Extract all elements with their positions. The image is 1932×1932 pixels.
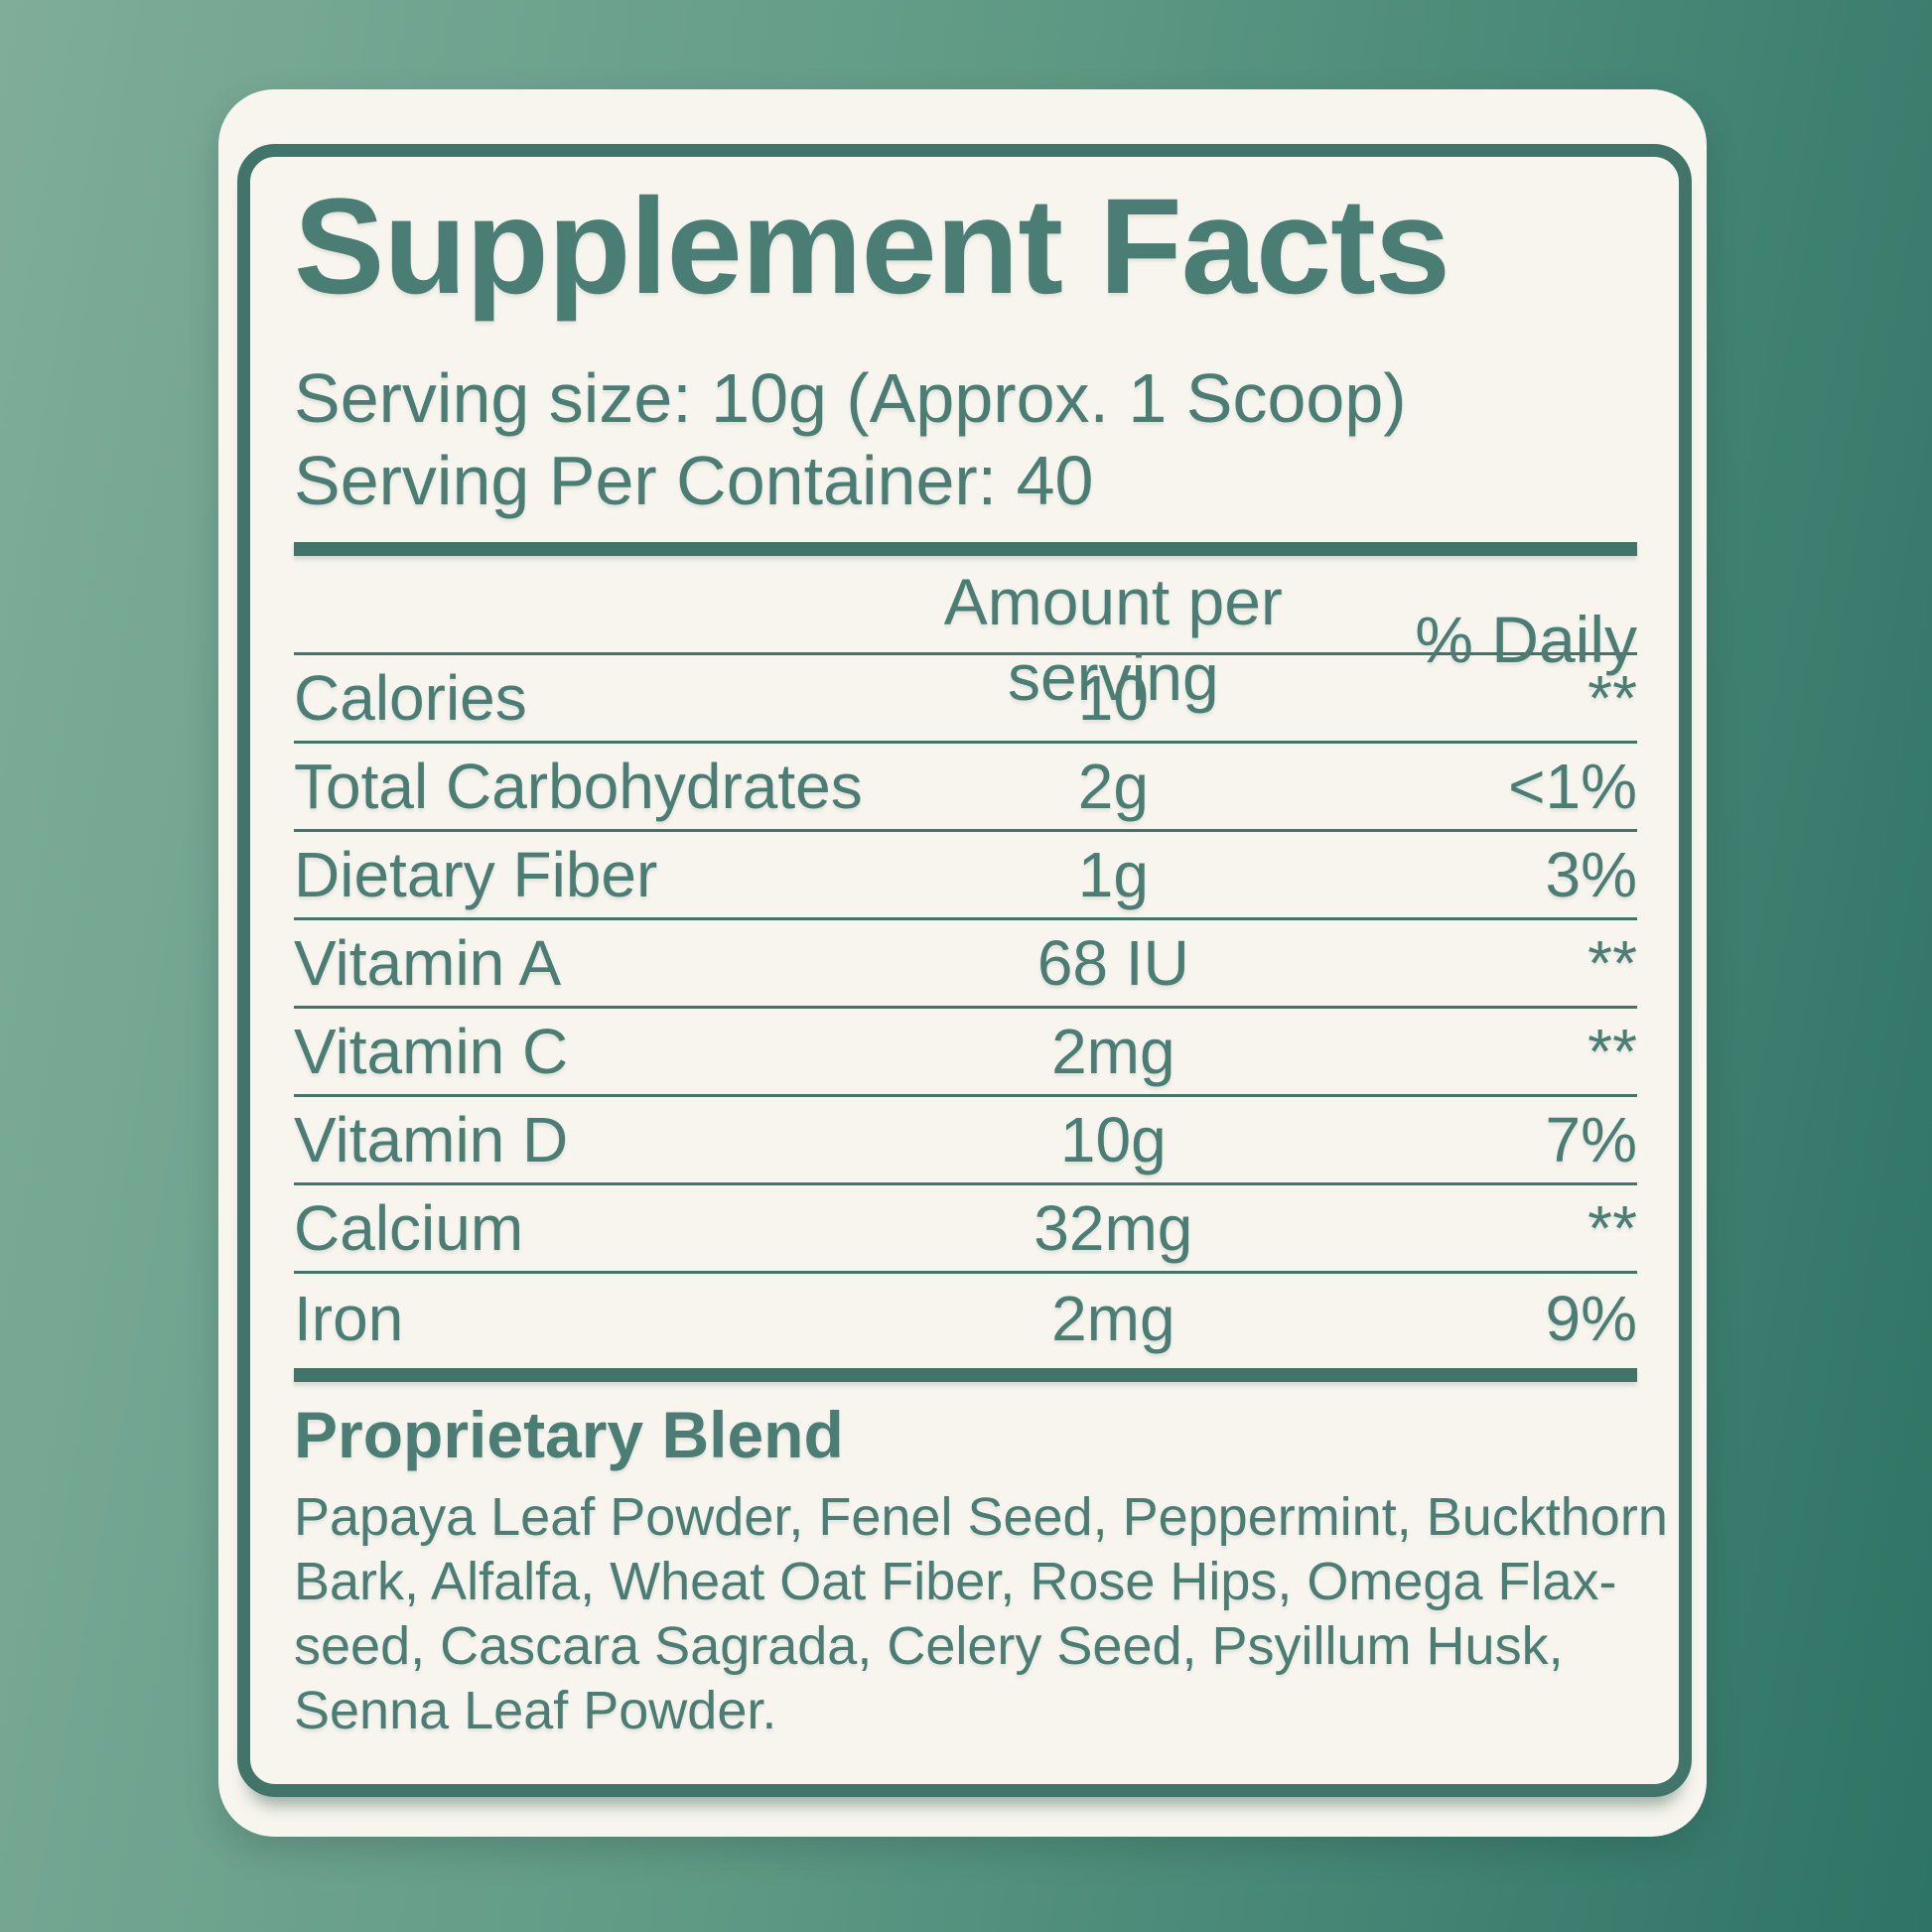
nutrient-amount: 2g: [1077, 751, 1149, 822]
nutrient-name: Dietary Fiber: [294, 839, 658, 910]
nutrient-name: Vitamin A: [294, 927, 562, 999]
table-row: Vitamin C 2mg **: [294, 1009, 1637, 1097]
nutrient-name: Iron: [294, 1282, 404, 1354]
serving-info: Serving size: 10g (Approx. 1 Scoop) Serv…: [294, 357, 1637, 522]
nutrient-name: Vitamin D: [294, 1104, 569, 1175]
nutrient-daily: 9%: [1545, 1282, 1637, 1354]
thick-divider-bottom: [294, 1368, 1637, 1382]
amount-per-serving-header: Amount per serving: [943, 565, 1283, 714]
label-content: Supplement Facts Serving size: 10g (Appr…: [250, 157, 1679, 1784]
facts-table: Amount per serving % Daily Calories 10 *…: [294, 564, 1637, 1362]
nutrient-amount: 32mg: [1034, 1192, 1193, 1264]
blend-line: Papaya Leaf Powder, Fenel Seed, Peppermi…: [294, 1487, 1668, 1547]
nutrient-name: Vitamin C: [294, 1016, 569, 1087]
nutrient-daily: 7%: [1545, 1104, 1637, 1175]
table-row: Total Carbohydrates 2g <1%: [294, 744, 1637, 832]
nutrient-amount: 2mg: [1051, 1282, 1175, 1354]
label-border-frame: Supplement Facts Serving size: 10g (Appr…: [237, 144, 1692, 1797]
blend-line: Bark, Alfalfa, Wheat Oat Fiber, Rose Hip…: [294, 1552, 1617, 1611]
nutrient-name: Calcium: [294, 1192, 524, 1264]
nutrient-daily: **: [1587, 1192, 1637, 1264]
thick-divider-top: [294, 542, 1637, 556]
nutrient-daily: **: [1587, 662, 1637, 734]
serving-size-text: Serving size: 10g (Approx. 1 Scoop): [294, 359, 1407, 437]
table-row: Calories 10 **: [294, 655, 1637, 744]
table-row: Iron 2mg 9%: [294, 1274, 1637, 1362]
blend-line: Senna Leaf Powder.: [294, 1681, 777, 1740]
supplement-facts-label: Supplement Facts Serving size: 10g (Appr…: [218, 89, 1707, 1837]
nutrient-amount: 68 IU: [1036, 927, 1189, 999]
nutrient-daily: <1%: [1508, 751, 1637, 822]
table-row: Vitamin D 10g 7%: [294, 1097, 1637, 1185]
nutrient-amount: 1g: [1077, 839, 1149, 910]
nutrient-name: Calories: [294, 662, 527, 734]
nutrient-daily: **: [1587, 927, 1637, 999]
nutrient-amount: 2mg: [1051, 1016, 1175, 1087]
blend-line: seed, Cascara Sagrada, Celery Seed, Psyi…: [294, 1616, 1564, 1676]
nutrient-amount: 10: [1077, 662, 1149, 734]
nutrient-amount: 10g: [1059, 1104, 1167, 1175]
percent-daily-header: % Daily: [1415, 603, 1637, 676]
proprietary-blend-heading: Proprietary Blend: [294, 1398, 844, 1471]
label-title: Supplement Facts: [294, 171, 1450, 323]
proprietary-blend-ingredients: Papaya Leaf Powder, Fenel Seed, Peppermi…: [294, 1485, 1668, 1743]
servings-per-container-text: Serving Per Container: 40: [294, 442, 1094, 519]
table-row: Dietary Fiber 1g 3%: [294, 832, 1637, 920]
table-row: Calcium 32mg **: [294, 1185, 1637, 1274]
nutrient-name: Total Carbohydrates: [294, 751, 863, 822]
nutrient-daily: **: [1587, 1016, 1637, 1087]
nutrient-daily: 3%: [1545, 839, 1637, 910]
table-header-row: Amount per serving % Daily: [294, 564, 1637, 714]
table-row: Vitamin A 68 IU **: [294, 920, 1637, 1009]
